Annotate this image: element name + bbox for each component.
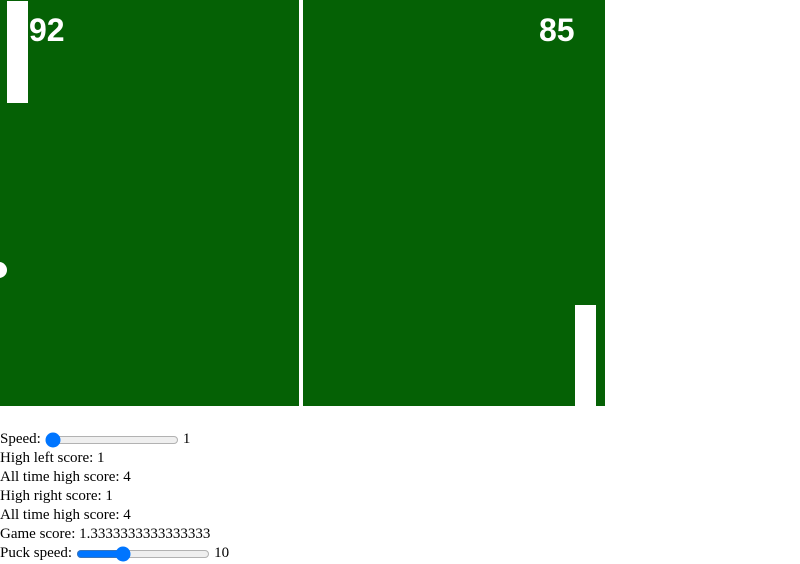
puck-speed-label: Puck speed:	[0, 545, 73, 561]
controls-panel: Speed: 1 High left score: 1 All time high…	[0, 430, 229, 563]
left-paddle[interactable]	[7, 1, 28, 103]
puck	[0, 262, 7, 278]
speed-row: Speed: 1	[0, 430, 229, 449]
high-right-score: High right score: 1	[0, 488, 113, 504]
speed-label: Speed:	[0, 431, 41, 447]
game-court: 92 85	[0, 0, 605, 407]
puck-speed-value: 10	[214, 545, 230, 561]
all-time-high-score-right: All time high score: 4	[0, 507, 131, 523]
high-left-score: High left score: 1	[0, 450, 105, 466]
puck-speed-slider[interactable]	[76, 546, 211, 561]
right-score: 85	[539, 12, 575, 48]
speed-slider[interactable]	[44, 432, 179, 447]
game-score: Game score: 1.3333333333333333	[0, 526, 211, 542]
speed-value: 1	[182, 431, 191, 447]
left-score: 92	[29, 12, 65, 48]
puck-speed-row: Puck speed: 10	[0, 544, 229, 563]
right-paddle[interactable]	[575, 305, 596, 407]
all-time-high-score-left: All time high score: 4	[0, 469, 131, 485]
center-divider	[299, 0, 303, 406]
